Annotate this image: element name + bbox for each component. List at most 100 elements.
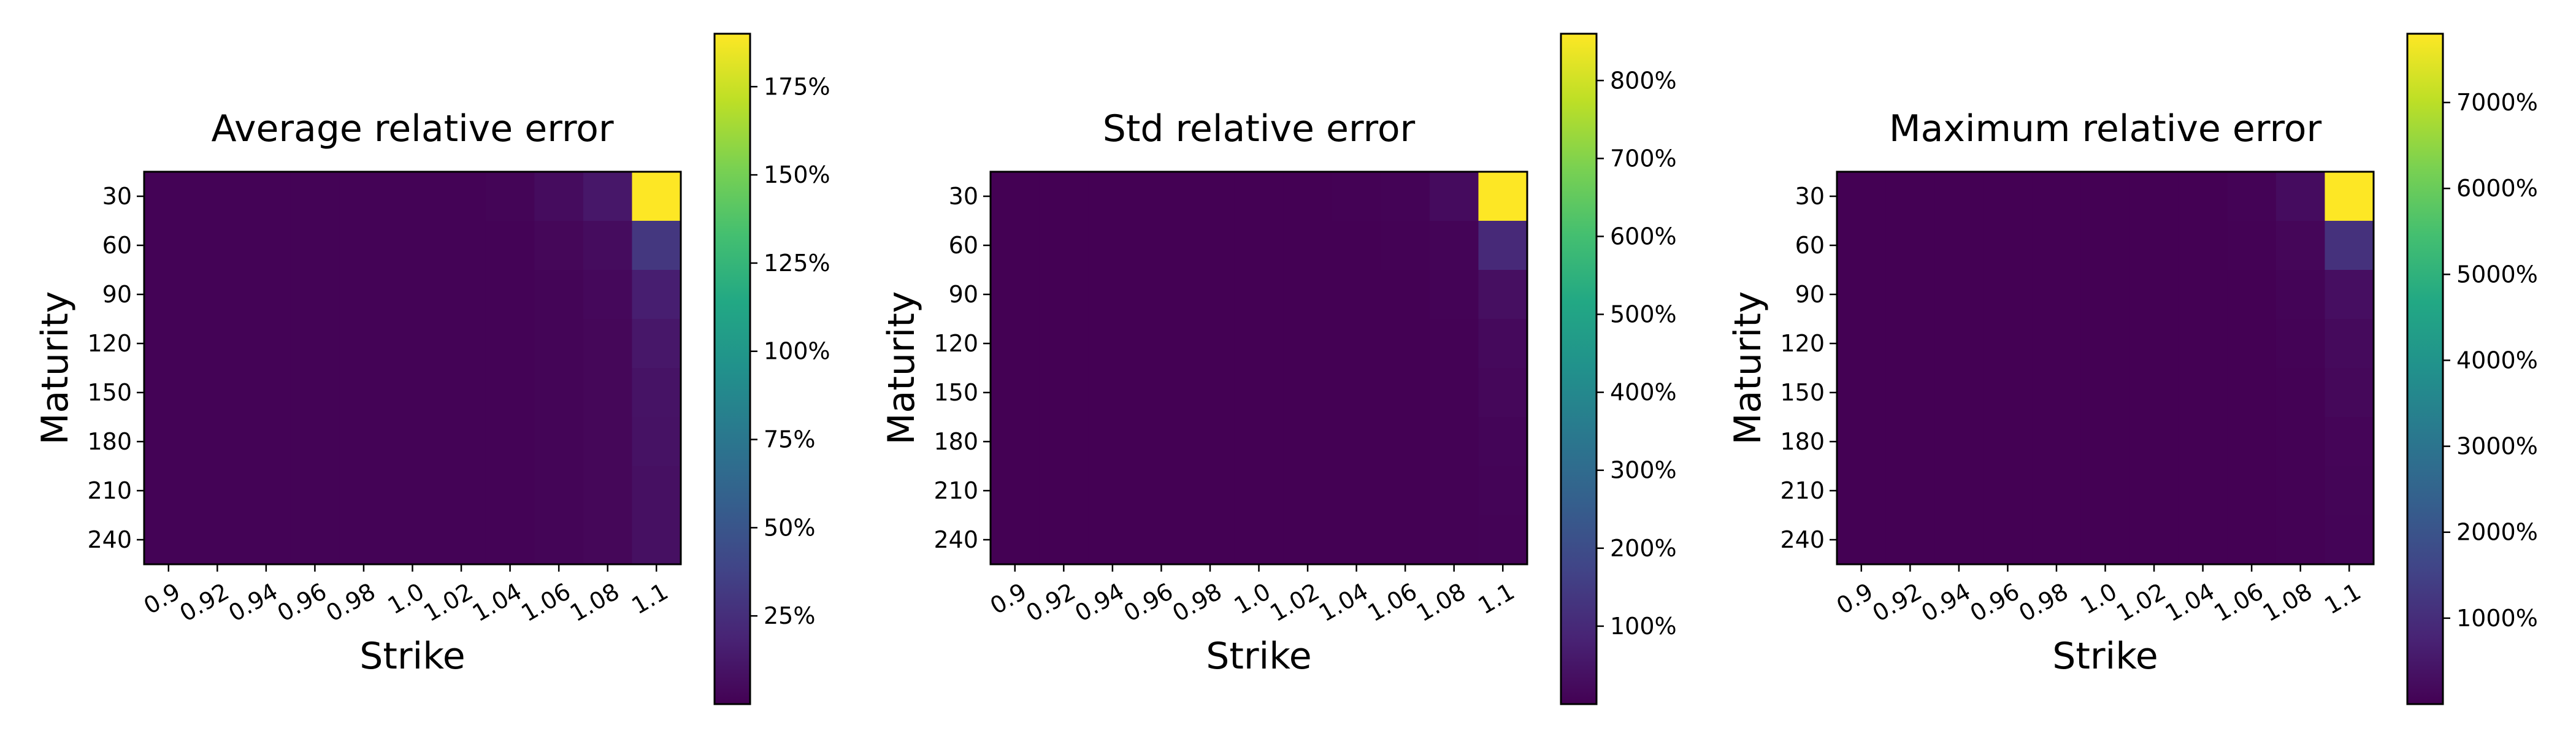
x-tick-label: 0.9 (986, 578, 1031, 619)
heatmap-cell (1885, 417, 1935, 467)
heatmap-cell (2032, 368, 2082, 418)
heatmap-cell (485, 221, 535, 270)
heatmap-cell (144, 270, 194, 320)
y-tick-label: 120 (933, 330, 978, 357)
y-tick-label: 180 (87, 428, 132, 455)
heatmap-cell (193, 515, 242, 565)
chart-title: Maximum relative error (1889, 107, 2322, 150)
heatmap-cell (1381, 515, 1430, 565)
heatmap-cell (1283, 466, 1333, 516)
x-tick-label: 0.9 (139, 578, 185, 619)
heatmap-cell (534, 515, 584, 565)
heatmap-cell (534, 319, 584, 369)
heatmap-cell (485, 172, 535, 221)
heatmap-cell (2227, 417, 2277, 467)
x-tick-label: 0.94 (224, 578, 282, 627)
heatmap-cell (2325, 319, 2374, 369)
heatmap-cell (2227, 221, 2277, 270)
heatmap-cell (2178, 221, 2228, 270)
y-tick-label: 30 (1795, 183, 1825, 210)
heatmap-cells (991, 172, 1528, 565)
y-tick-label: 150 (933, 379, 978, 406)
heatmap-cell (1234, 466, 1284, 516)
heatmap-cell (1088, 417, 1138, 467)
heatmap-cell (991, 221, 1040, 270)
heatmap-cell (2325, 221, 2374, 270)
heatmap-cell (1332, 172, 1381, 221)
heatmap-cell (339, 270, 389, 320)
y-tick-label: 60 (949, 232, 978, 259)
heatmap-cell (1885, 270, 1935, 320)
heatmap-cell (290, 221, 340, 270)
heatmap-cell (2178, 368, 2228, 418)
heatmap-cell (1332, 417, 1381, 467)
heatmap-cell (2178, 319, 2228, 369)
y-tick-label: 90 (102, 281, 132, 308)
y-tick-label: 60 (1795, 232, 1825, 259)
heatmap-cell (2032, 515, 2082, 565)
heatmap-cell (1381, 270, 1430, 320)
heatmap-cell (1332, 319, 1381, 369)
y-tick-label: 210 (87, 477, 132, 504)
heatmap-cell (1186, 417, 1235, 467)
x-tick-label: 0.92 (175, 578, 234, 627)
colorbar-tick-label: 6000% (2456, 175, 2538, 202)
heatmap-cell (1283, 172, 1333, 221)
colorbar-tick-label: 25% (764, 602, 815, 629)
heatmap-cell (1983, 221, 2033, 270)
heatmap-cell (193, 172, 242, 221)
colorbar-tick-label: 2000% (2456, 519, 2538, 546)
heatmap-cell (437, 270, 486, 320)
heatmap-cell (1381, 417, 1430, 467)
heatmap-cell (534, 466, 584, 516)
heatmap-cell (2275, 319, 2326, 369)
heatmap-cell (991, 515, 1040, 565)
colorbar (2406, 33, 2444, 705)
heatmap-cell (534, 417, 584, 467)
y-tick-label: 150 (87, 379, 132, 406)
heatmap-cell (2129, 319, 2179, 369)
heatmap-cell (1186, 466, 1235, 516)
heatmap-cell (242, 417, 291, 467)
colorbar-tick-label: 800% (1610, 67, 1677, 94)
heatmap-cell (290, 172, 340, 221)
heatmap-cell (144, 417, 194, 467)
heatmap-cell (1478, 368, 1528, 418)
colorbar-tick-label: 5000% (2456, 261, 2538, 288)
y-axis-label: Maturity (34, 291, 77, 445)
heatmap-cell (1088, 270, 1138, 320)
heatmap-cell (2325, 466, 2374, 516)
colorbar-tick-label: 500% (1610, 301, 1677, 328)
heatmap-cell (1429, 466, 1479, 516)
heatmap-cell (583, 417, 633, 467)
heatmap-cell (144, 368, 194, 418)
y-tick-label: 240 (87, 526, 132, 553)
heatmap-cell (193, 319, 242, 369)
x-tick-label: 1.1 (2320, 578, 2365, 619)
heatmap-cell (1088, 221, 1138, 270)
chart-title: Average relative error (211, 107, 613, 150)
heatmap-cell (290, 270, 340, 320)
heatmap-cell (2032, 221, 2082, 270)
heatmap-cell (2032, 417, 2082, 467)
heatmap-cell (144, 221, 194, 270)
y-tick-label: 180 (933, 428, 978, 455)
heatmap-cell (1039, 221, 1089, 270)
y-tick-label: 30 (949, 183, 978, 210)
heatmap-cell (1983, 319, 2033, 369)
heatmap-cell (437, 172, 486, 221)
x-tick-label: 0.94 (1070, 578, 1129, 627)
heatmap-cell (2178, 270, 2228, 320)
y-tick-label: 240 (933, 526, 978, 553)
x-tick-label: 1.04 (1314, 578, 1373, 627)
heatmap-cell (2178, 466, 2228, 516)
heatmap-cell (437, 368, 486, 418)
heatmap-cell (1429, 417, 1479, 467)
heatmap-cell (1837, 368, 1887, 418)
heatmap-cell (632, 221, 681, 270)
heatmap-cell (1234, 368, 1284, 418)
heatmap-cell (1039, 515, 1089, 565)
x-tick-label: 1.08 (2258, 578, 2317, 627)
heatmap-cell (437, 466, 486, 516)
heatmap-cell (632, 417, 681, 467)
